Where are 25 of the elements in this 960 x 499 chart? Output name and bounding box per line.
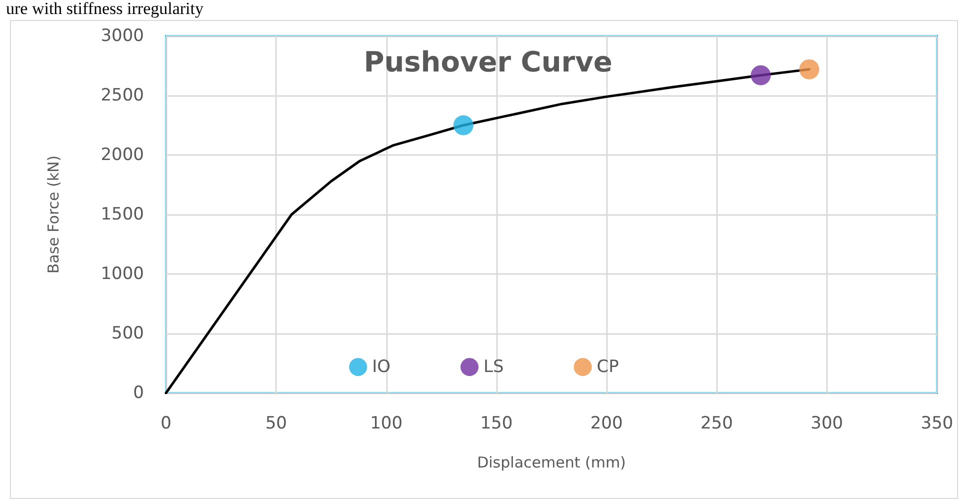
x-tick-label: 50 — [265, 414, 287, 434]
text: ure with stiffness irregularity — [6, 0, 204, 18]
point — [799, 59, 820, 80]
legend-label: CP — [596, 357, 619, 377]
y-tick-label: 1000 — [100, 264, 144, 284]
x-tick-label: 350 — [920, 414, 954, 434]
y-axis-title: Base Force (kN) — [44, 155, 62, 274]
y-tick-label: 1500 — [100, 204, 144, 224]
legend-label: LS — [484, 357, 504, 377]
y-tick-label: 2000 — [100, 145, 144, 165]
y-tick-label: 2500 — [100, 86, 144, 106]
chart-title: Pushover Curve — [364, 46, 612, 78]
legend-label: IO — [372, 357, 391, 377]
y-tick-label: 3000 — [100, 26, 144, 46]
point — [750, 65, 771, 86]
x-tick-label: 150 — [480, 414, 513, 434]
point — [453, 115, 474, 136]
x-axis-title: Displacement (mm) — [477, 454, 626, 472]
y-tick-label: 500 — [112, 324, 144, 344]
x-tick-label: 200 — [590, 414, 623, 434]
y-tick-label: 0 — [133, 383, 144, 403]
x-tick-label: 300 — [810, 414, 844, 434]
x-tick-label: 0 — [160, 414, 172, 434]
x-tick-label: 100 — [370, 414, 403, 434]
x-tick-label: 250 — [700, 414, 733, 434]
